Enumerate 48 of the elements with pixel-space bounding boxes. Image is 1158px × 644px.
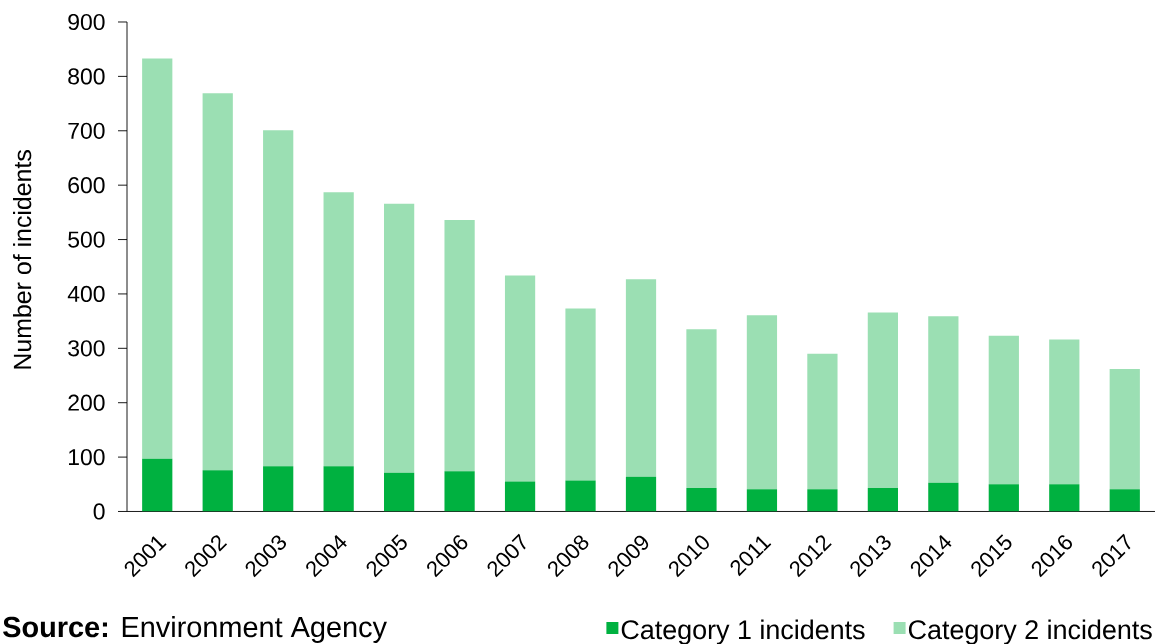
bar xyxy=(263,130,294,467)
y-tick-label: 200 xyxy=(68,394,105,411)
bar xyxy=(686,488,717,512)
y-tick-label: 600 xyxy=(68,177,105,194)
bar xyxy=(263,466,294,512)
text: Source: Environment Agency xyxy=(3,616,387,643)
bar xyxy=(384,203,415,473)
y-tick-label: 900 xyxy=(68,13,105,31)
bar xyxy=(625,476,657,512)
y-tick-label: 0 xyxy=(93,503,105,520)
bar xyxy=(202,470,233,512)
bar xyxy=(323,192,354,467)
bar xyxy=(565,308,596,481)
bar xyxy=(867,312,898,489)
bar xyxy=(807,489,838,512)
bar xyxy=(384,472,415,512)
bar xyxy=(1109,368,1140,490)
bar xyxy=(928,482,959,512)
bar xyxy=(444,219,475,472)
bar xyxy=(504,275,536,482)
bar xyxy=(504,481,536,512)
bar xyxy=(1049,484,1080,512)
bar xyxy=(686,329,717,489)
bar xyxy=(746,489,778,512)
bar xyxy=(202,93,233,471)
y-tick-label: 100 xyxy=(69,448,105,466)
legend-label: Category 1 incidents xyxy=(621,619,865,644)
y-axis-title: Number of incidents xyxy=(13,150,32,369)
bar xyxy=(807,353,838,490)
y-tick-label: 400 xyxy=(67,285,105,303)
bar xyxy=(867,488,898,512)
y-tick-label: 700 xyxy=(68,122,105,139)
bar xyxy=(142,58,173,459)
bar xyxy=(625,279,657,477)
bar xyxy=(1109,489,1140,512)
y-tick-label: 500 xyxy=(68,231,105,248)
bar xyxy=(988,335,1019,485)
bar xyxy=(565,480,596,512)
bar xyxy=(928,316,959,483)
bar xyxy=(323,466,354,512)
bar xyxy=(1049,339,1080,485)
bar xyxy=(142,458,173,512)
bar xyxy=(988,484,1019,512)
y-tick-label: 300 xyxy=(68,340,105,357)
bar xyxy=(444,471,475,512)
legend-label: Category 2 incidents xyxy=(908,619,1152,644)
y-tick-label: 800 xyxy=(68,68,105,85)
bar xyxy=(746,315,778,490)
